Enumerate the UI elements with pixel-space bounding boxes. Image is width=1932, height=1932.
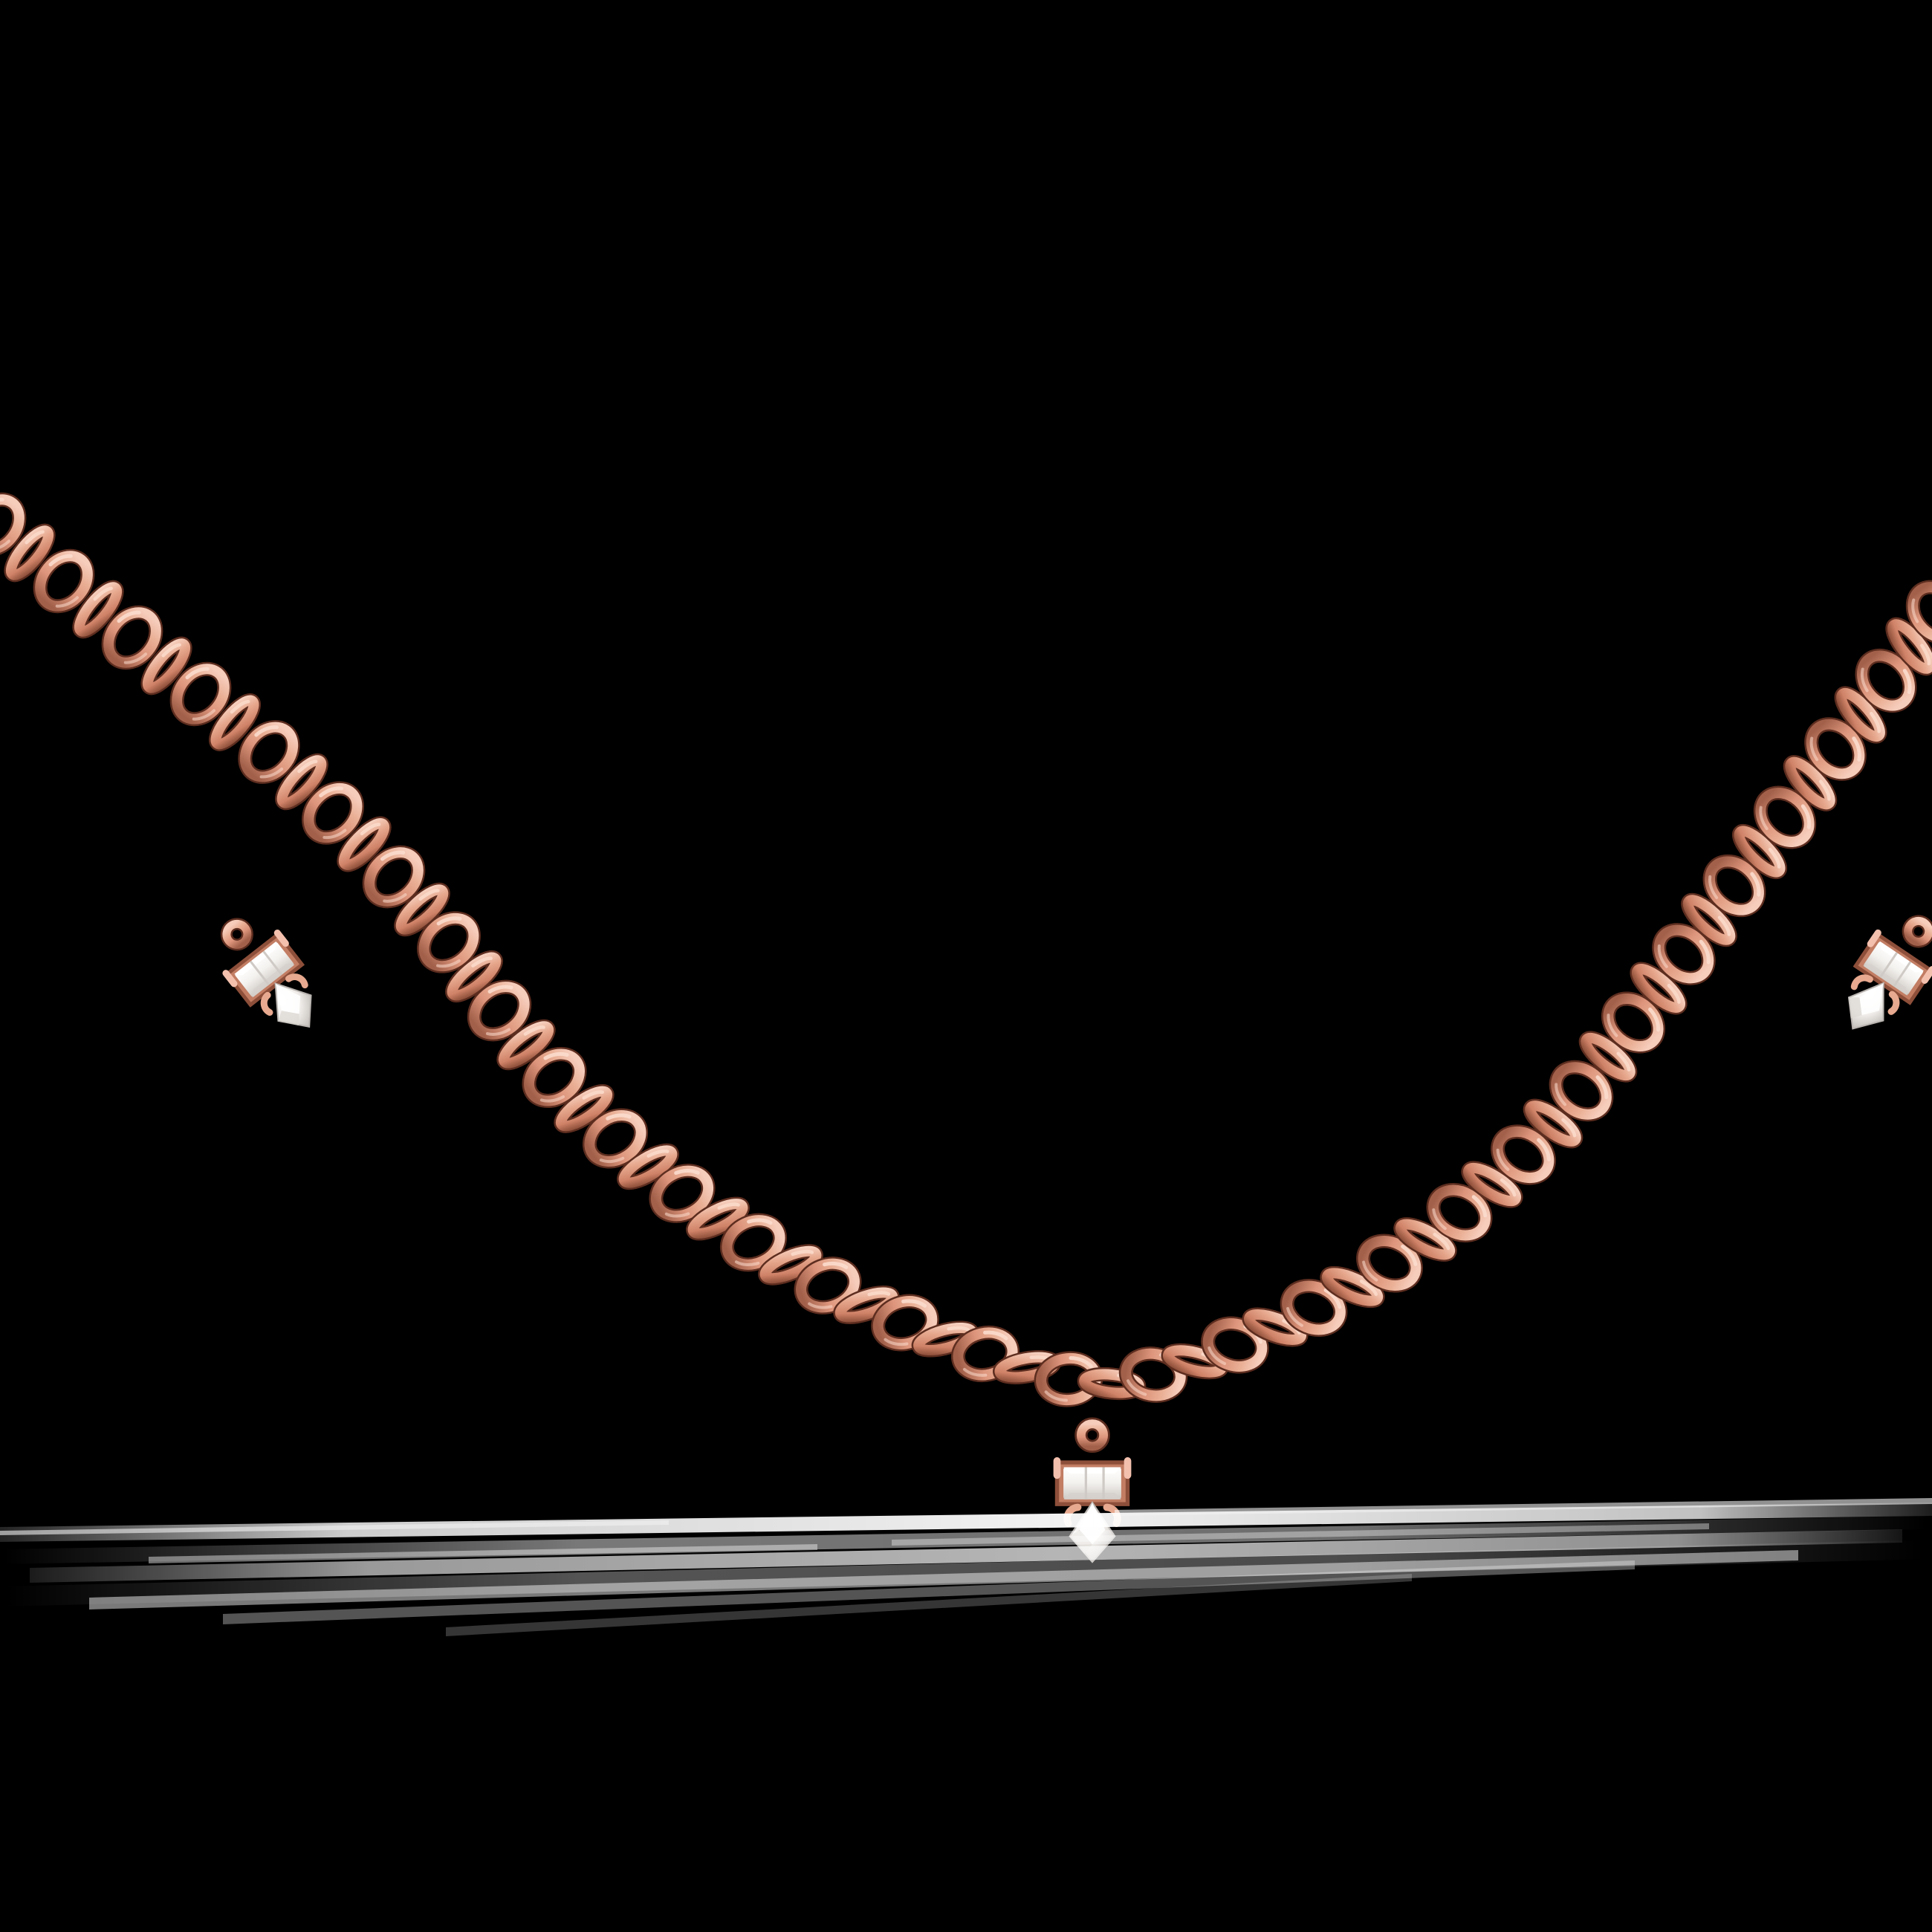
surface-streak-band	[0, 1498, 1932, 1636]
product-photo-scene	[0, 483, 1932, 1636]
